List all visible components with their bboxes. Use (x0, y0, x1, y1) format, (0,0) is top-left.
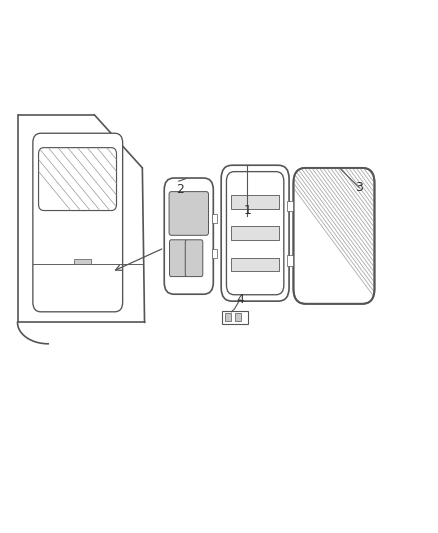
FancyBboxPatch shape (170, 240, 187, 277)
Bar (231, 195, 279, 209)
FancyBboxPatch shape (169, 192, 208, 235)
FancyBboxPatch shape (226, 172, 284, 295)
FancyBboxPatch shape (164, 178, 213, 294)
FancyBboxPatch shape (293, 168, 374, 304)
Bar (222, 311, 248, 324)
FancyBboxPatch shape (221, 165, 289, 301)
Bar (287, 255, 293, 266)
Bar (235, 313, 241, 321)
Bar (231, 257, 279, 271)
Text: 4: 4 (236, 293, 244, 306)
Text: 3: 3 (355, 181, 363, 194)
Bar (212, 249, 217, 259)
Bar (212, 214, 217, 223)
Text: 1: 1 (244, 204, 251, 217)
Bar (231, 227, 279, 240)
Text: 2: 2 (176, 183, 184, 196)
Bar (74, 259, 91, 264)
FancyBboxPatch shape (185, 240, 203, 277)
Bar (287, 201, 293, 212)
Bar (225, 313, 231, 321)
FancyBboxPatch shape (33, 133, 123, 312)
